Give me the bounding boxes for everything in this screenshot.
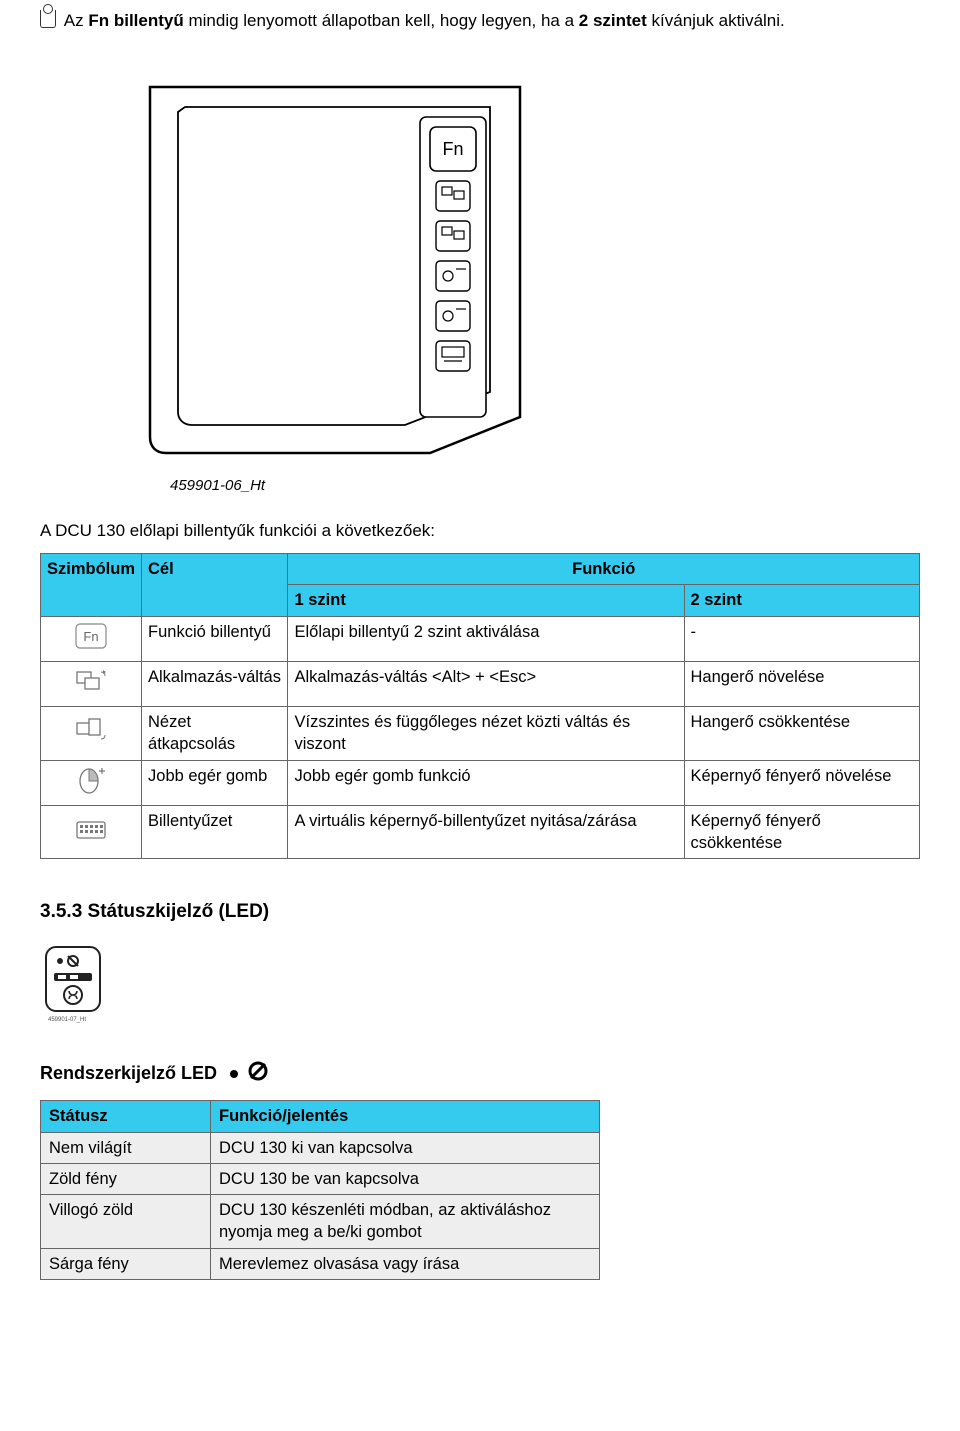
info-icon [40, 10, 56, 28]
svg-text:Fn: Fn [83, 629, 98, 644]
intro-text-2: mindig lenyomott állapotban kell, hogy l… [184, 11, 579, 30]
table-row: Nézet átkapcsolás Vízszintes és függőleg… [41, 707, 920, 761]
col-status: Státusz [41, 1101, 211, 1132]
led-slash-circle-icon [247, 1060, 269, 1088]
cell-meaning: DCU 130 készenléti módban, az aktiválásh… [211, 1195, 600, 1249]
cell-meaning: DCU 130 ki van kapcsolva [211, 1132, 600, 1163]
intro-paragraph: Az Fn billentyű mindig lenyomott állapot… [40, 10, 920, 33]
cell-goal: Jobb egér gomb [142, 760, 288, 805]
table-row: Zöld fény DCU 130 be van kapcsolva [41, 1163, 600, 1194]
cell-status: Nem világít [41, 1132, 211, 1163]
app-switch-icon [71, 666, 111, 696]
cell-goal: Nézet átkapcsolás [142, 707, 288, 761]
cell-l2: Hangerő csökkentése [684, 707, 920, 761]
cell-l1: Alkalmazás-váltás <Alt> + <Esc> [288, 661, 684, 706]
svg-text:Fn: Fn [442, 139, 463, 159]
cell-l2: Hangerő növelése [684, 661, 920, 706]
table-row: Jobb egér gomb Jobb egér gomb funkció Ké… [41, 760, 920, 805]
device-illustration: Fn [120, 47, 920, 474]
cell-goal: Alkalmazás-váltás [142, 661, 288, 706]
right-mouse-icon [71, 765, 111, 795]
sys-led-text: Rendszerkijelző LED [40, 1063, 217, 1083]
cell-meaning: Merevlemez olvasása vagy írása [211, 1248, 600, 1279]
section-heading: 3.5.3 Státuszkijelző (LED) [40, 899, 920, 925]
cell-l1: A virtuális képernyő-billentyűzet nyitás… [288, 805, 684, 859]
col-goal: Cél [142, 554, 288, 617]
status-led-table: Státusz Funkció/jelentés Nem világít DCU… [40, 1100, 600, 1280]
col-meaning: Funkció/jelentés [211, 1101, 600, 1132]
led-module-icon: 459901-07_Ht [40, 943, 920, 1030]
intro-bold-1: Fn billentyű [88, 11, 183, 30]
intro-text-3: kívánjuk aktiválni. [647, 11, 785, 30]
figure-caption: 459901-06_Ht [170, 476, 920, 496]
svg-text:459901-07_Ht: 459901-07_Ht [48, 1017, 86, 1023]
cell-l2: - [684, 616, 920, 661]
keyboard-icon [71, 814, 111, 844]
system-led-label: Rendszerkijelző LED [40, 1060, 920, 1088]
cell-l2: Képernyő fényerő növelése [684, 760, 920, 805]
view-toggle-icon [71, 715, 111, 745]
led-dot-icon [230, 1070, 238, 1078]
cell-status: Villogó zöld [41, 1195, 211, 1249]
col-func: Funkció [288, 554, 920, 585]
cell-status: Zöld fény [41, 1163, 211, 1194]
table-row: Villogó zöld DCU 130 készenléti módban, … [41, 1195, 600, 1249]
intro-text-1: Az [64, 11, 89, 30]
cell-goal: Funkció billentyű [142, 616, 288, 661]
function-key-table: Szimbólum Cél Funkció 1 szint 2 szint Fn… [40, 553, 920, 859]
col-symbol: Szimbólum [41, 554, 142, 617]
cell-l2: Képernyő fényerő csökkentése [684, 805, 920, 859]
fn-key-icon: Fn [71, 621, 111, 651]
cell-meaning: DCU 130 be van kapcsolva [211, 1163, 600, 1194]
lead-text: A DCU 130 előlapi billentyűk funkciói a … [40, 520, 920, 543]
cell-l1: Jobb egér gomb funkció [288, 760, 684, 805]
cell-l1: Előlapi billentyű 2 szint aktiválása [288, 616, 684, 661]
table-row: Nem világít DCU 130 ki van kapcsolva [41, 1132, 600, 1163]
col-level1: 1 szint [288, 585, 684, 616]
table-row: Alkalmazás-váltás Alkalmazás-váltás <Alt… [41, 661, 920, 706]
col-level2: 2 szint [684, 585, 920, 616]
table-row: Fn Funkció billentyű Előlapi billentyű 2… [41, 616, 920, 661]
cell-status: Sárga fény [41, 1248, 211, 1279]
table-row: Billentyűzet A virtuális képernyő-billen… [41, 805, 920, 859]
cell-l1: Vízszintes és függőleges nézet közti vál… [288, 707, 684, 761]
table-row: Sárga fény Merevlemez olvasása vagy írás… [41, 1248, 600, 1279]
cell-goal: Billentyűzet [142, 805, 288, 859]
intro-bold-2: 2 szintet [579, 11, 647, 30]
